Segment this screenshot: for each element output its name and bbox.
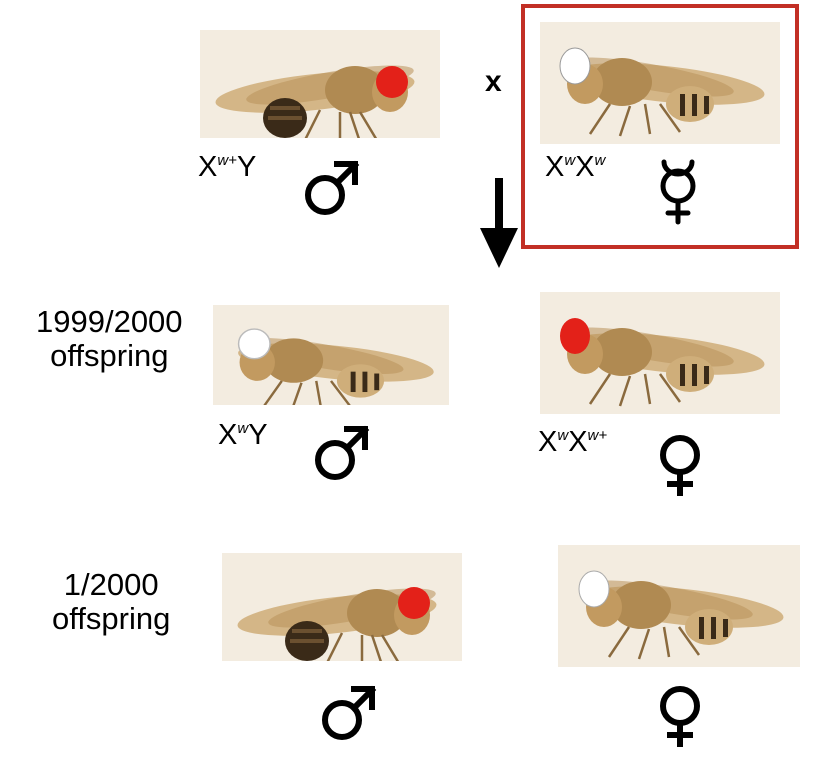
male-symbol-icon bbox=[303, 155, 363, 215]
fly-eye bbox=[237, 328, 271, 360]
parent-female-genotype: XwXw bbox=[545, 151, 606, 183]
hermaphrodite-symbol-icon bbox=[656, 158, 700, 226]
male-symbol-icon bbox=[313, 420, 373, 480]
cross-symbol: x bbox=[485, 65, 502, 98]
rare-female-fly-image bbox=[558, 545, 800, 667]
fly-drawing bbox=[234, 579, 440, 661]
parent-male-fly-image bbox=[200, 30, 440, 138]
male-symbol-icon bbox=[320, 680, 380, 740]
major-offspring-count: 1999/2000 offspring bbox=[36, 304, 183, 374]
fly-drawing bbox=[578, 570, 787, 661]
fly-eye bbox=[376, 66, 408, 98]
female-symbol-icon bbox=[658, 686, 702, 748]
major-male-fly-image bbox=[213, 305, 449, 405]
major-male-genotype: XwY bbox=[218, 419, 268, 451]
fly-eye bbox=[578, 570, 610, 608]
rare-male-fly-image bbox=[222, 553, 462, 661]
fly-eye bbox=[560, 318, 590, 354]
fly-drawing bbox=[560, 318, 768, 408]
parent-male-genotype: Xw+Y bbox=[198, 151, 257, 183]
female-symbol-icon bbox=[658, 435, 702, 497]
down-arrow-icon bbox=[478, 178, 520, 270]
major-female-genotype: XwXw+ bbox=[538, 426, 608, 458]
fly-drawing bbox=[559, 47, 768, 138]
major-female-fly-image bbox=[540, 292, 780, 414]
fly-eye bbox=[398, 587, 430, 619]
rare-offspring-count: 1/2000 offspring bbox=[52, 567, 171, 637]
fly-drawing bbox=[212, 56, 418, 138]
highlight-box bbox=[521, 4, 799, 249]
fly-drawing bbox=[235, 328, 437, 405]
parent-female-fly-image bbox=[540, 22, 780, 144]
fly-eye bbox=[559, 47, 591, 85]
